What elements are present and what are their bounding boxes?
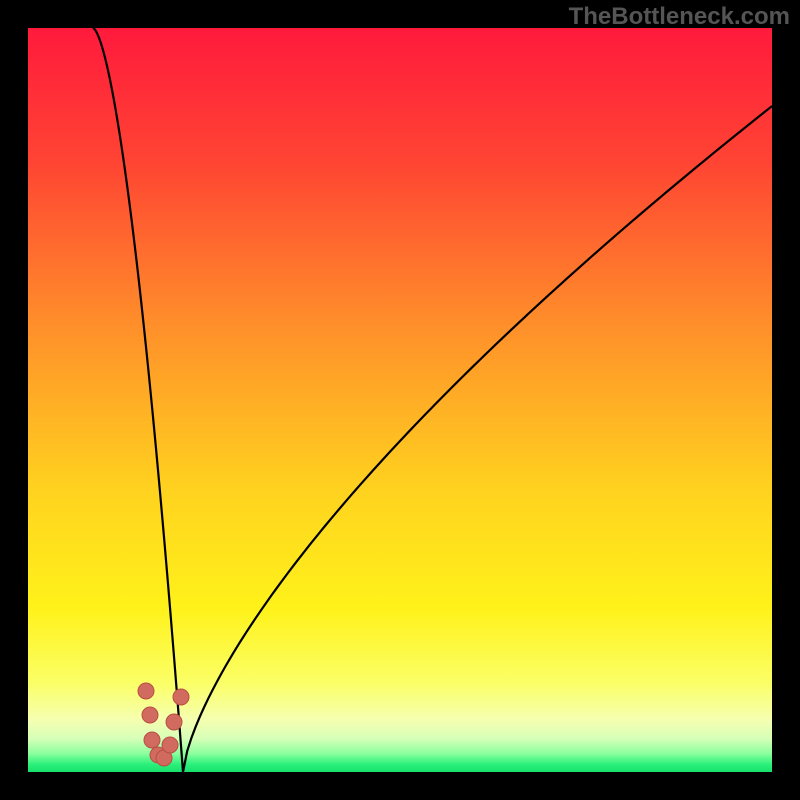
- chart-svg: [0, 0, 800, 800]
- data-marker: [173, 689, 189, 705]
- data-marker: [162, 737, 178, 753]
- chart-frame: TheBottleneck.com: [0, 0, 800, 800]
- data-marker: [144, 732, 160, 748]
- data-marker: [142, 707, 158, 723]
- data-marker: [166, 714, 182, 730]
- watermark-text: TheBottleneck.com: [569, 3, 790, 31]
- plot-background: [28, 28, 772, 772]
- data-marker: [138, 683, 154, 699]
